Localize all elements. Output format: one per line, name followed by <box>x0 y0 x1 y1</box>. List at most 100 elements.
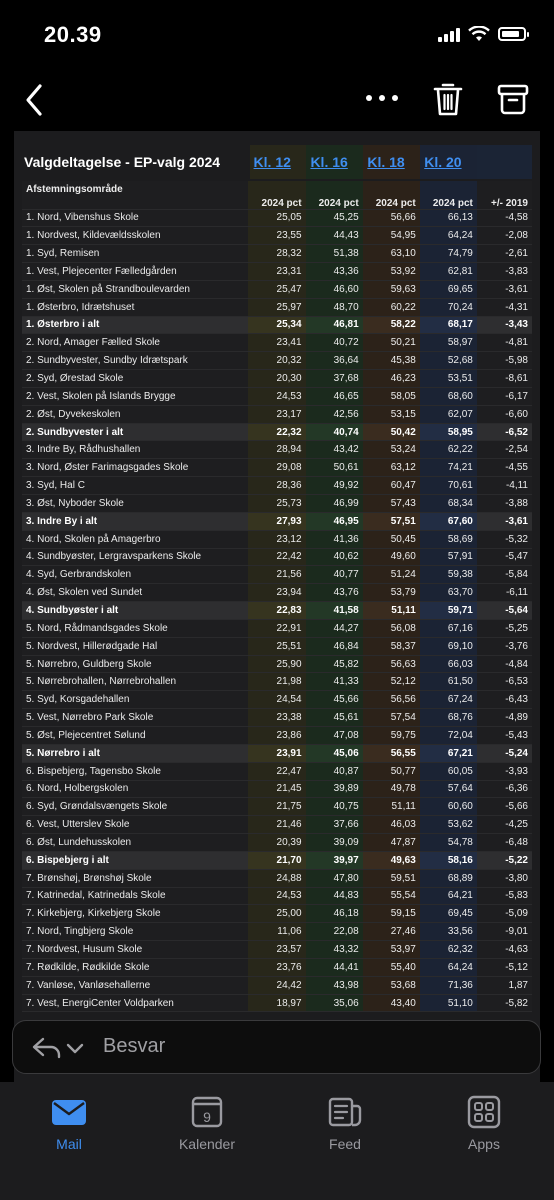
cell-diff-2019: -3,43 <box>476 316 532 335</box>
table-row: 2. Vest, Skolen på Islands Brygge 24,53 46… <box>22 387 532 406</box>
table-row: 1. Øst, Skolen på Strandboulevarden 25,47… <box>22 280 532 299</box>
cell-kl16: 40,87 <box>305 762 363 781</box>
cell-area-name: 5. Vest, Nørrebro Park Skole <box>22 708 249 727</box>
cell-kl16: 47,08 <box>305 726 363 745</box>
tab-feed[interactable]: Feed <box>295 1092 395 1152</box>
cell-diff-2019: -2,08 <box>476 226 532 246</box>
cell-kl20: 67,24 <box>419 690 477 710</box>
cell-diff-2019: -5,82 <box>476 994 532 1013</box>
cell-kl18: 51,11 <box>362 601 420 620</box>
cell-area-name: 2. Sundbyvester, Sundby Idrætspark <box>22 351 249 371</box>
kl-16-link[interactable]: Kl. 16 <box>306 145 364 179</box>
cell-kl12: 23,41 <box>248 333 306 353</box>
cell-diff-2019: -5,22 <box>476 851 532 870</box>
cell-kl20: 53,62 <box>419 815 477 835</box>
cell-kl18: 53,92 <box>362 262 420 281</box>
cell-kl20: 62,07 <box>419 405 477 424</box>
cell-kl20: 59,71 <box>419 601 477 620</box>
table-row: 2. Sundbyvester, Sundby Idrætspark 20,32 3… <box>22 351 532 371</box>
cell-kl18: 58,37 <box>362 637 420 656</box>
table-row: 5. Nord, Rådmandsgades Skole 22,91 44,27 56… <box>22 619 532 638</box>
kl-20-link[interactable]: Kl. 20 <box>420 145 478 179</box>
cell-kl18: 50,21 <box>362 333 420 353</box>
chevron-left-icon <box>26 84 42 116</box>
cell-kl12: 22,32 <box>248 423 306 442</box>
reply-bar[interactable]: Besvar <box>12 1020 541 1074</box>
cell-kl12: 21,98 <box>248 672 306 692</box>
cell-diff-2019: -4,89 <box>476 708 532 727</box>
cell-kl16: 44,83 <box>305 887 363 906</box>
cell-kl20: 58,95 <box>419 423 477 442</box>
cell-kl12: 23,57 <box>248 940 306 959</box>
cell-area-name: 7. Kirkebjerg, Kirkebjerg Skole <box>22 904 249 924</box>
cell-kl18: 60,47 <box>362 476 420 495</box>
cell-kl20: 68,17 <box>419 316 477 335</box>
cell-kl16: 44,27 <box>305 619 363 638</box>
cell-kl12: 25,90 <box>248 655 306 674</box>
cell-kl12: 25,73 <box>248 494 306 513</box>
delete-button[interactable] <box>432 80 464 118</box>
cell-kl18: 52,12 <box>362 672 420 692</box>
table-row: 6. Bispebjerg, Tagensbo Skole 22,47 40,87 5… <box>22 762 532 781</box>
cell-diff-2019: -4,31 <box>476 298 532 317</box>
cell-kl12: 25,51 <box>248 637 306 656</box>
cell-kl16: 40,74 <box>305 423 363 442</box>
cell-kl16: 37,66 <box>305 815 363 835</box>
cell-kl12: 22,83 <box>248 601 306 620</box>
cell-kl20: 51,10 <box>419 994 477 1013</box>
cell-kl18: 49,78 <box>362 780 420 799</box>
kl-12-link[interactable]: Kl. 12 <box>249 145 307 179</box>
cell-kl16: 46,18 <box>305 904 363 924</box>
table-total-row: 4. Sundbyøster i alt 22,83 41,58 51,11 59,71… <box>22 601 532 620</box>
cell-diff-2019: -4,58 <box>476 209 532 228</box>
cell-kl16: 45,06 <box>305 744 363 763</box>
cell-diff-2019: -3,80 <box>476 869 532 888</box>
table-row: 7. Nord, Tingbjerg Skole 11,06 22,08 27,46 3… <box>22 922 532 942</box>
table-row: 3. Indre By, Rådhushallen 28,94 43,42 53,24… <box>22 440 532 460</box>
kl-18-link[interactable]: Kl. 18 <box>363 145 421 179</box>
more-button[interactable] <box>364 86 400 110</box>
table-row: 3. Øst, Nyboder Skole 25,73 46,99 57,43 68,3… <box>22 494 532 513</box>
cell-kl20: 67,60 <box>419 512 477 531</box>
cell-area-name: 1. Østerbro, Idrætshuset <box>22 298 249 317</box>
table-row: 1. Østerbro, Idrætshuset 25,97 48,70 60,22 7… <box>22 298 532 317</box>
reply-icon[interactable] <box>31 1035 87 1061</box>
cell-kl12: 25,97 <box>248 298 306 317</box>
cell-kl18: 58,22 <box>362 316 420 335</box>
cell-kl18: 63,12 <box>362 458 420 478</box>
cell-kl20: 66,13 <box>419 209 477 228</box>
turnout-table: Afstemningsområde 2024 pct 2024 pct 2024… <box>22 181 532 1013</box>
cell-kl12: 23,38 <box>248 708 306 727</box>
cell-kl12: 24,42 <box>248 976 306 995</box>
tab-mail[interactable]: Mail <box>19 1092 119 1152</box>
cell-area-name: 6. Bispebjerg, Tagensbo Skole <box>22 762 249 781</box>
cell-kl20: 58,69 <box>419 530 477 549</box>
cell-kl16: 40,77 <box>305 565 363 585</box>
cell-kl16: 47,80 <box>305 869 363 888</box>
cell-kl20: 68,34 <box>419 494 477 513</box>
cell-kl12: 18,97 <box>248 994 306 1013</box>
cell-kl18: 56,63 <box>362 655 420 674</box>
archive-button[interactable] <box>496 80 530 118</box>
cell-kl16: 45,82 <box>305 655 363 674</box>
reply-input[interactable]: Besvar <box>103 1035 166 1057</box>
tab-calendar[interactable]: 9 Kalender <box>157 1092 257 1152</box>
cell-area-name: 3. Øst, Nyboder Skole <box>22 494 249 513</box>
cell-kl18: 46,03 <box>362 815 420 835</box>
tab-apps[interactable]: Apps <box>434 1092 534 1152</box>
cell-kl12: 23,94 <box>248 583 306 603</box>
cell-kl18: 59,75 <box>362 726 420 745</box>
header-col-diff: +/- 2019 <box>476 181 532 210</box>
table-row: 4. Sundbyøster, Lergravsparkens Skole 22,… <box>22 548 532 567</box>
sheet-title-spacer <box>477 145 532 179</box>
table-row: 7. Vest, EnergiCenter Voldparken 18,97 35,… <box>22 994 532 1013</box>
cell-kl12: 21,75 <box>248 797 306 817</box>
cell-kl18: 27,46 <box>362 922 420 942</box>
back-button[interactable] <box>22 80 52 120</box>
cell-kl16: 36,64 <box>305 351 363 371</box>
cell-area-name: 3. Indre By, Rådhushallen <box>22 440 249 460</box>
cell-kl16: 46,60 <box>305 280 363 299</box>
cell-kl16: 50,61 <box>305 458 363 478</box>
cell-area-name: 3. Nord, Øster Farimagsgades Skole <box>22 458 249 478</box>
cell-kl18: 47,87 <box>362 833 420 852</box>
